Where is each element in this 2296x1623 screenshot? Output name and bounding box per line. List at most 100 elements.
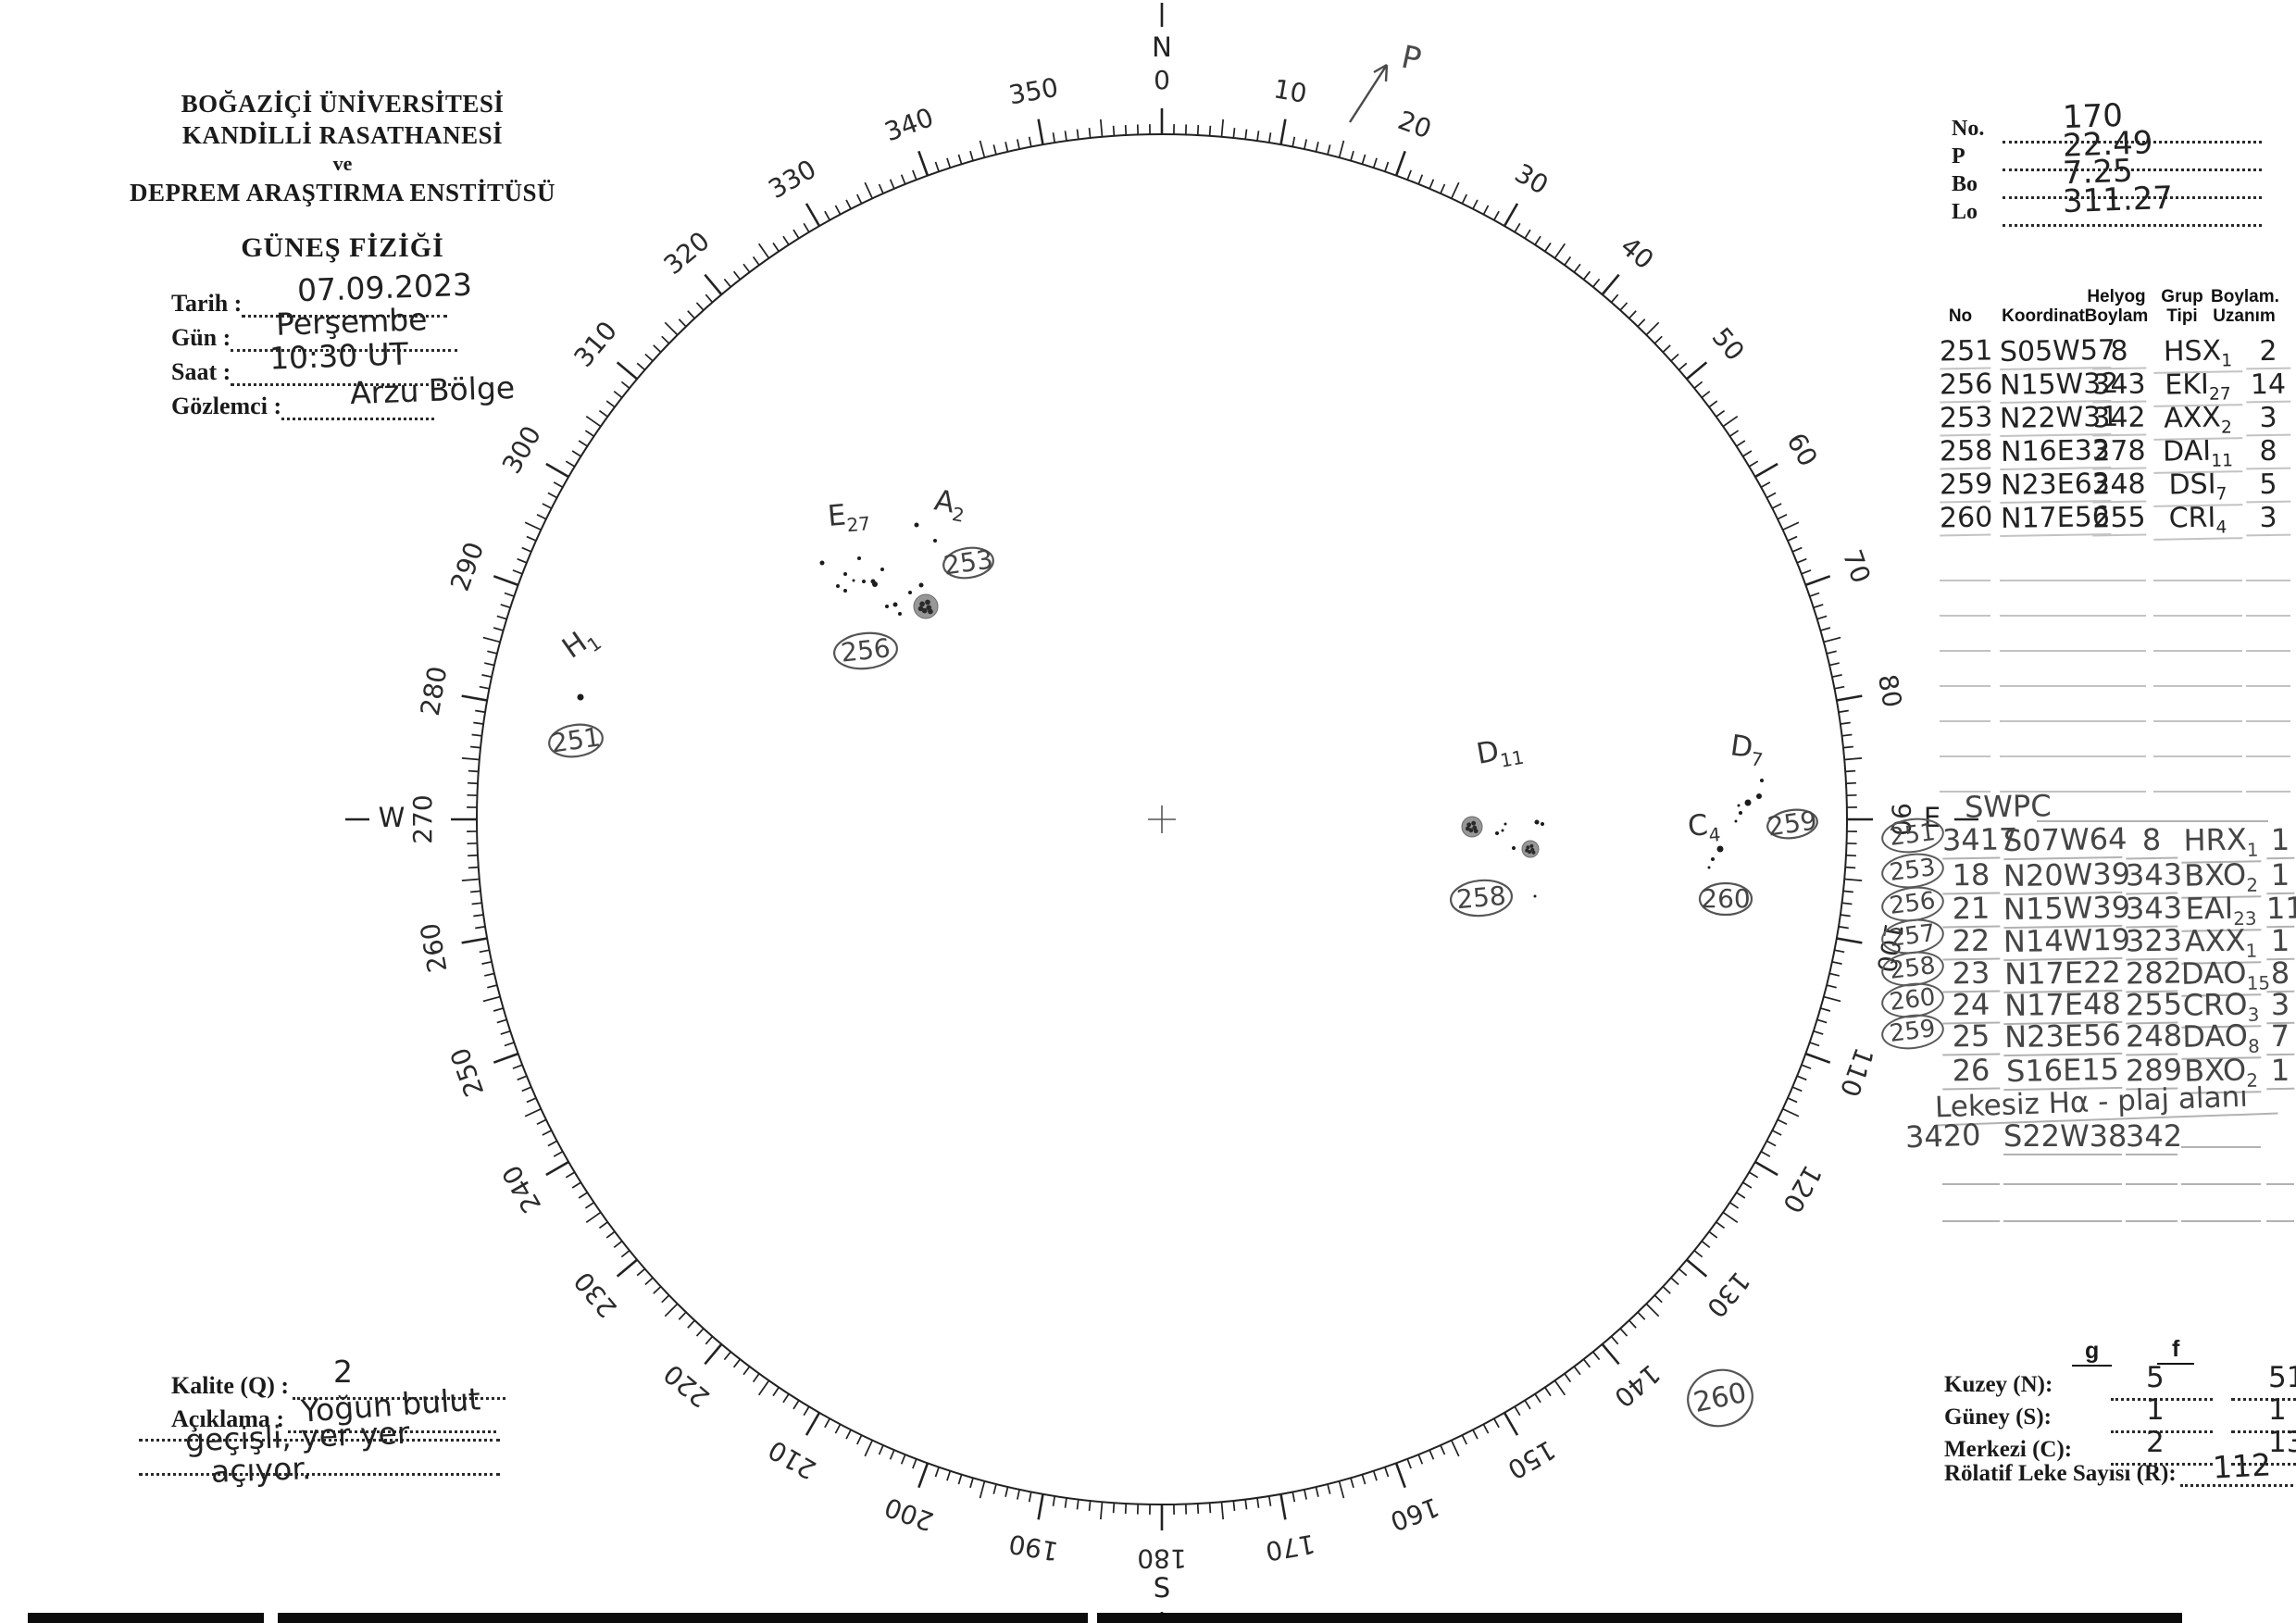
cell-helyog: 342: [2126, 1118, 2183, 1155]
sunspot-dot: [914, 522, 919, 528]
dial-tick: [481, 674, 493, 678]
dial-tick: [792, 229, 800, 239]
dial-tick: [1573, 1366, 1581, 1376]
empty-cell: [2181, 1159, 2261, 1185]
dial-tick: [969, 1478, 974, 1489]
dial-tick: [636, 362, 646, 371]
dial-degree-label: 260: [415, 920, 454, 974]
dial-degree-label: 220: [658, 1358, 716, 1414]
dial-degree-label: 350: [1006, 72, 1060, 111]
extra-circled-group-number: [1687, 1368, 1753, 1428]
sunspot-dot: [898, 612, 902, 616]
groups-table-empty-row: [1933, 767, 2294, 794]
dial-tick: [1338, 140, 1345, 158]
dial-tick: [704, 273, 723, 295]
dial-tick: [1088, 128, 1092, 139]
ephemeris-field-line: [2003, 144, 2262, 171]
cell-no: 256: [1939, 368, 1993, 404]
swpc-table-row: 259 25 N23E56 248 DAO8 7: [1878, 1011, 2296, 1061]
dial-degree-label: 180: [1137, 1543, 1186, 1574]
dial-tick: [1429, 179, 1435, 190]
dial-tick: [526, 535, 537, 542]
sunspot-dot: [577, 693, 584, 701]
dial-tick: [1220, 119, 1224, 137]
dial-tick: [521, 546, 532, 553]
dial-tick: [517, 557, 528, 564]
dial-tick: [1052, 1495, 1056, 1506]
dial-tick: [845, 199, 852, 210]
dial-tick: [461, 937, 488, 944]
dial-tick: [1760, 1151, 1771, 1157]
dial-tick: [545, 462, 569, 479]
cell-koordinat: S07W64: [2003, 820, 2128, 861]
dial-tick: [1429, 1449, 1435, 1460]
dial-tick: [1037, 1493, 1044, 1520]
cell-helyog: 342: [2091, 401, 2147, 437]
dial-tick: [1406, 1458, 1412, 1469]
empty-cell: [1940, 556, 1990, 581]
dial-tick: [578, 1192, 588, 1199]
group-251-type-label: H1: [556, 618, 605, 668]
swpc-table-row: 251 3417 S07W64 8 HRX1 1: [1878, 815, 2296, 865]
dial-tick: [1628, 310, 1637, 319]
empty-cell: [2000, 731, 2111, 757]
dial-tick: [661, 335, 670, 344]
counts-g-value: 1: [2146, 1393, 2165, 1427]
dial-tick: [521, 1086, 532, 1092]
dial-tick: [1708, 400, 1718, 408]
dial-tick: [661, 1294, 670, 1304]
dial-tick: [542, 503, 553, 509]
dial-tick: [1256, 131, 1260, 142]
dial-tick: [1112, 1503, 1116, 1514]
dial-tick: [1450, 1440, 1460, 1457]
dial-tick: [1804, 575, 1831, 587]
remarks-line-1: [288, 1406, 497, 1433]
dial-tick: [653, 1286, 662, 1294]
dial-tick: [1361, 1474, 1366, 1485]
dial-degree-label: 210: [763, 1434, 821, 1485]
dial-tick: [1820, 1007, 1831, 1012]
groups-table-header: Koordinat: [2002, 306, 2085, 326]
sunspot-dot: [908, 591, 912, 594]
empty-cell: [2000, 626, 2111, 652]
dial-tick: [723, 278, 731, 288]
dial-tick: [992, 1483, 997, 1494]
counts-g-value: 2: [2146, 1426, 2165, 1459]
cell-helyog: 8: [2125, 821, 2178, 860]
dial-tick: [1838, 709, 1849, 714]
dial-tick: [878, 1444, 884, 1455]
dial-tick: [957, 154, 963, 165]
sunspot-dot: [862, 580, 866, 583]
cell-no: 18: [1941, 856, 2001, 895]
dial-tick: [1417, 1454, 1424, 1465]
sunspot-dot: [933, 539, 937, 543]
dial-tick: [1406, 169, 1412, 181]
counts-g-line: [2111, 1441, 2213, 1466]
dial-tick: [1564, 1373, 1572, 1383]
dial-tick: [834, 205, 842, 216]
dial-tick: [757, 1380, 770, 1396]
groups-table-empty-row: [1933, 731, 2294, 759]
dial-tick: [805, 1412, 821, 1436]
sunspot-penumbra: [1521, 840, 1540, 858]
observation-field-row: Tarih :07.09.2023: [171, 267, 473, 318]
groups-table-empty-row: [1933, 591, 2294, 618]
dial-tick: [1472, 199, 1479, 210]
dial-tick: [644, 353, 654, 362]
sunspot-dot: [1504, 822, 1507, 826]
sunspot-dot: [1760, 779, 1764, 782]
dial-tick: [1004, 1486, 1009, 1497]
dial-tick: [1637, 1311, 1646, 1320]
group-259-circle-number: 259: [1766, 805, 1819, 842]
dial-tick: [687, 310, 695, 319]
empty-cell: [2153, 767, 2242, 793]
dial-tick: [917, 1462, 930, 1489]
dial-tick: [1482, 205, 1490, 216]
dial-tick: [934, 1467, 940, 1478]
dial-tick: [1573, 263, 1581, 273]
dial-degree-label: 160: [1386, 1492, 1443, 1537]
sunspot-dot: [1744, 799, 1752, 806]
dial-tick: [1828, 662, 1840, 667]
swpc-empty-row: [1879, 1159, 2296, 1187]
cell-helyog: 8: [2091, 334, 2147, 370]
